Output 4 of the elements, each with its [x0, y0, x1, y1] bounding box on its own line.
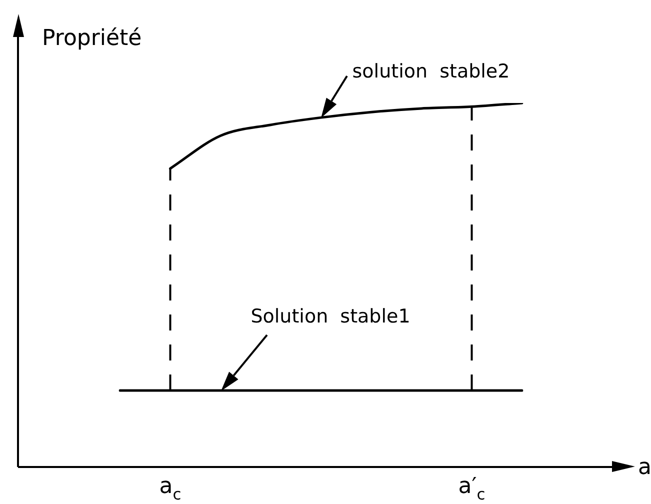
text: solution stable2 — [352, 60, 510, 83]
x-axis-title: a — [638, 455, 651, 480]
annotation: Solution stable1 — [250, 306, 410, 328]
y-axis-title: Propriété — [42, 26, 142, 51]
